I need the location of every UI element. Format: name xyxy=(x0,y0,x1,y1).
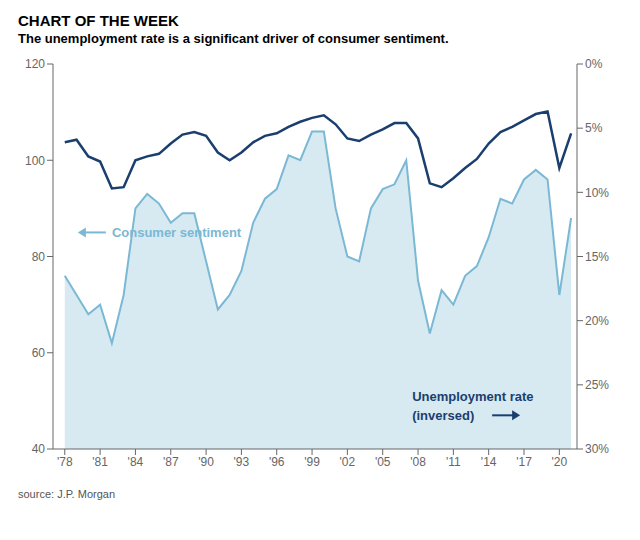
svg-text:Consumer sentiment: Consumer sentiment xyxy=(112,225,242,240)
svg-text:'17: '17 xyxy=(516,455,532,469)
svg-text:30%: 30% xyxy=(585,442,609,456)
svg-text:15%: 15% xyxy=(585,250,609,264)
svg-text:'02: '02 xyxy=(340,455,356,469)
svg-text:80: 80 xyxy=(32,250,46,264)
html-text:source: J.P. Morgan: source: J.P. Morgan xyxy=(18,488,115,500)
html-text:The unemployment rate is a sig: The unemployment rate is a significant d… xyxy=(18,31,449,46)
svg-text:(inversed): (inversed) xyxy=(412,408,474,423)
svg-text:10%: 10% xyxy=(585,186,609,200)
svg-text:'11: '11 xyxy=(446,455,461,469)
svg-text:100: 100 xyxy=(25,154,45,168)
svg-text:'78: '78 xyxy=(57,455,73,469)
svg-text:'14: '14 xyxy=(481,455,497,469)
svg-text:'87: '87 xyxy=(163,455,179,469)
svg-text:'08: '08 xyxy=(410,455,426,469)
svg-text:25%: 25% xyxy=(585,378,609,392)
svg-text:'05: '05 xyxy=(375,455,391,469)
html-text:CHART OF THE WEEK: CHART OF THE WEEK xyxy=(18,12,179,29)
svg-text:'90: '90 xyxy=(198,455,214,469)
svg-text:0%: 0% xyxy=(585,57,603,71)
svg-text:20%: 20% xyxy=(585,314,609,328)
svg-text:'81: '81 xyxy=(92,455,108,469)
svg-text:40: 40 xyxy=(32,442,46,456)
svg-text:60: 60 xyxy=(32,346,46,360)
svg-text:'84: '84 xyxy=(128,455,144,469)
svg-text:5%: 5% xyxy=(585,121,603,135)
svg-text:120: 120 xyxy=(25,57,45,71)
svg-text:'99: '99 xyxy=(304,455,320,469)
svg-text:Unemployment rate: Unemployment rate xyxy=(412,389,533,404)
svg-text:'93: '93 xyxy=(234,455,250,469)
svg-text:'20: '20 xyxy=(552,455,568,469)
svg-text:'96: '96 xyxy=(269,455,285,469)
